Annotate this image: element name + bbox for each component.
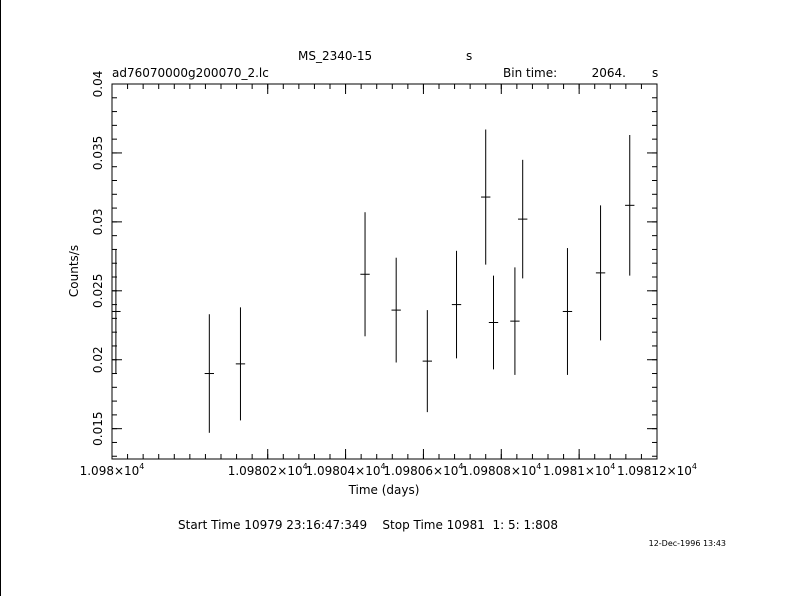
x-tick-exponent: 4 (458, 462, 463, 471)
x-tick-label: 1.0981×104 (543, 462, 615, 478)
x-tick-exponent: 4 (139, 462, 144, 471)
file-name: ad76070000g200070_2.lc (112, 66, 269, 80)
data-point (112, 249, 121, 374)
data-point (422, 310, 432, 413)
x-tick-mantissa: 1.09804×10 (306, 464, 381, 478)
object-name: MS_2340-15 (298, 49, 372, 63)
x-tick-exponent: 4 (536, 462, 541, 471)
data-point (391, 257, 401, 363)
y-tick-label: 0.025 (91, 274, 105, 308)
start-stop-times: Start Time 10979 23:16:47:349 Stop Time … (178, 518, 558, 532)
y-tick-label: 0.015 (91, 411, 105, 445)
x-axis-label: Time (days) (348, 483, 420, 497)
x-tick-label: 1.09802×104 (228, 462, 308, 478)
x-tick-mantissa: 1.0981×10 (543, 464, 610, 478)
x-tick-label: 1.09804×104 (306, 462, 386, 478)
y-axis-ticks: 0.015 0.02 0.025 0.03 0.035 0.04 (91, 71, 657, 457)
data-point (488, 275, 499, 370)
data-point (562, 248, 573, 375)
x-tick-label: 1.09812×104 (617, 462, 697, 478)
x-tick-exponent: 4 (610, 462, 615, 471)
data-points (112, 129, 635, 433)
bin-time-unit: s (652, 66, 658, 80)
x-tick-label: 1.09808×104 (461, 462, 541, 478)
y-tick-label: 0.03 (91, 209, 105, 236)
data-point (360, 212, 370, 337)
y-tick-label: 0.02 (91, 346, 105, 373)
x-tick-mantissa: 1.09806×10 (383, 464, 458, 478)
date-stamp: 12-Dec-1996 13:43 (649, 539, 726, 548)
x-tick-label: 1.09806×104 (383, 462, 463, 478)
x-tick-mantissa: 1.098×10 (80, 464, 140, 478)
x-tick-exponent: 4 (303, 462, 308, 471)
y-tick-label: 0.035 (91, 136, 105, 170)
data-point (235, 307, 246, 421)
data-point (518, 159, 528, 279)
x-tick-mantissa: 1.09808×10 (461, 464, 536, 478)
x-tick-exponent: 4 (692, 462, 697, 471)
data-point (625, 135, 635, 276)
x-tick-mantissa: 1.09802×10 (228, 464, 303, 478)
y-tick-label: 0.04 (91, 71, 105, 98)
y-axis-label: Counts/s (67, 245, 81, 297)
x-axis-ticks: 1.098×104 1.09802×1041.09804×1041.09806×1… (80, 84, 697, 478)
object-unit: s (466, 49, 472, 63)
plot-axes-box (111, 83, 658, 460)
data-point (595, 205, 606, 341)
bin-time-value: 2064. (592, 66, 626, 80)
x-tick-mantissa: 1.09812×10 (617, 464, 692, 478)
bin-time-label: Bin time: (503, 66, 557, 80)
data-point (451, 250, 462, 359)
data-point (510, 267, 520, 375)
x-tick-exponent: 4 (381, 462, 386, 471)
data-point (481, 129, 491, 265)
x-tick-label: 1.098×104 (80, 462, 145, 478)
data-point (204, 314, 214, 433)
